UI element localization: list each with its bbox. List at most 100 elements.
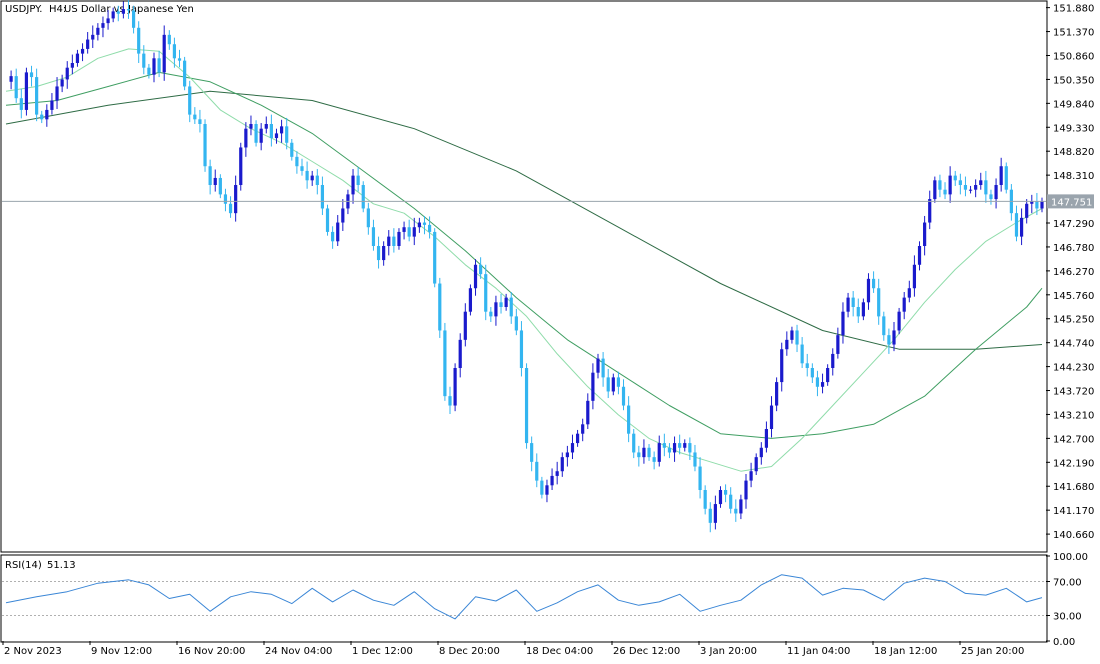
bull-candle [70,63,74,68]
bear-candle [703,490,707,509]
bear-candle [938,180,942,190]
ma-fast-line [5,48,1043,472]
bear-candle [1004,166,1008,190]
time-tick-label: 24 Nov 04:00 [265,646,332,657]
bear-candle [479,264,483,275]
bull-candle [948,175,952,195]
bear-candle [652,457,656,462]
bear-candle [519,330,524,368]
bear-candle [637,452,641,458]
bull-candle [994,185,998,200]
bull-candle [780,349,784,383]
bear-candle [290,142,294,157]
bull-candle [162,34,166,73]
bear-candle [815,377,820,387]
time-tick-label: 11 Jan 04:00 [787,646,850,657]
bear-candle [708,508,712,523]
bear-candle [877,288,881,317]
rsi-tick-label: 0.00 [1053,637,1075,648]
bull-candle [106,18,110,24]
bull-candle [560,457,564,472]
bear-candle [177,58,182,61]
bear-candle [632,433,636,453]
bull-candle [473,264,478,289]
bear-candle [126,9,131,11]
bull-candle [769,405,774,429]
bull-candle [657,443,661,462]
price-tick-label: 140.660 [1053,530,1094,541]
bear-candle [228,203,233,214]
bull-candle [749,471,753,481]
bull-candle [642,447,646,458]
bear-candle [856,307,860,317]
bear-candle [621,386,626,406]
bear-candle [530,443,534,462]
bull-candle [754,457,758,472]
bull-candle [836,335,840,354]
bear-candle [606,377,610,392]
bull-candle [463,311,467,340]
bull-candle [111,11,115,19]
price-tick-label: 148.310 [1053,171,1094,182]
bull-candle [234,185,238,214]
ma-slow-line [5,90,1043,350]
rsi-value: 51.13 [47,560,76,571]
bull-candle [341,208,345,223]
price-tick-label: 141.170 [1053,506,1094,517]
bull-candle [468,288,473,312]
time-tick-label: 9 Nov 12:00 [91,646,152,657]
bull-candle [718,490,723,505]
bull-candle [213,177,217,185]
bear-candle [489,311,493,317]
bull-candle [96,27,100,35]
bull-candle [575,433,580,444]
bull-candle [1040,201,1044,209]
price-tick-label: 146.780 [1053,243,1094,254]
bull-candle [974,185,978,190]
bear-candle [509,297,513,317]
bear-candle [188,86,192,115]
time-tick-label: 8 Dec 20:00 [439,646,500,657]
bull-candle [759,447,763,458]
bear-candle [356,175,360,185]
bull-candle [866,278,871,303]
current-price-box [1047,194,1094,209]
bear-candle [698,466,702,490]
bear-candle [882,316,886,336]
bear-candle [963,185,968,190]
bull-candle [826,368,830,383]
bull-candle [274,133,279,139]
bull-candle [1025,203,1029,218]
bear-candle [729,494,733,509]
bull-candle [50,100,54,110]
bull-candle [933,180,937,200]
bull-candle [101,23,105,28]
bear-candle [958,180,962,185]
bear-candle [540,480,544,495]
bear-candle [285,126,289,143]
bear-candle [805,363,809,368]
bear-candle [989,194,993,200]
price-tick-label: 142.700 [1053,434,1094,445]
bear-candle [524,368,529,444]
bear-candle [984,180,988,195]
bear-candle [172,44,177,59]
bull-candle [968,189,973,191]
bear-candle [325,208,330,232]
bear-candle [810,368,814,378]
bull-candle [596,358,600,373]
bull-candle [999,166,1003,185]
bull-candle [928,199,932,223]
bear-candle [422,222,427,225]
price-tick-label: 150.860 [1053,51,1094,62]
bear-candle [795,330,799,345]
bull-candle [897,311,901,331]
bear-candle [208,166,212,185]
bull-candle [545,485,549,495]
time-tick-label: 18 Dec 04:00 [526,646,593,657]
bear-candle [371,227,376,246]
bull-candle [244,128,248,148]
bear-candle [601,358,605,378]
